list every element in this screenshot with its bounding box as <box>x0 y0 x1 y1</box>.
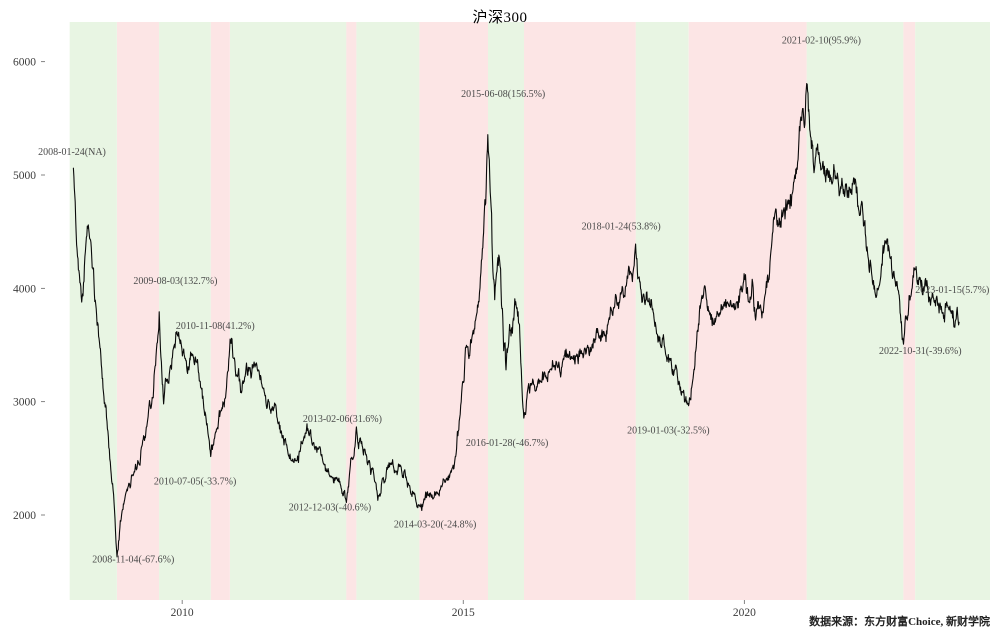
annotation-label: 2013-02-06(31.6%) <box>303 414 382 425</box>
regime-band-bear <box>69 22 117 600</box>
regime-band-bull <box>903 22 916 600</box>
x-tick-label: 2010 <box>171 607 194 619</box>
regime-band-bull <box>688 22 807 600</box>
regime-band-bear <box>159 22 211 600</box>
y-axis: 2000 3000 4000 5000 6000 <box>13 57 45 522</box>
chart-title: 沪深300 <box>472 10 528 26</box>
regime-band-bear <box>230 22 347 600</box>
price-line-path <box>72 82 960 558</box>
annotation-label: 2015-06-08(156.5%) <box>461 89 545 100</box>
annotation-label: 2008-11-04(-67.6%) <box>92 555 174 566</box>
annotation-label: 2010-11-08(41.2%) <box>176 321 255 332</box>
y-tick-label: 4000 <box>13 283 36 295</box>
regime-band-bear <box>356 22 420 600</box>
y-tick-label: 2000 <box>13 510 36 522</box>
x-tick-label: 2020 <box>733 607 756 619</box>
regime-band-bull <box>524 22 636 600</box>
annotation-label: 2009-08-03(132.7%) <box>133 276 217 287</box>
regime-bands <box>69 22 990 600</box>
price-line <box>72 82 960 558</box>
regime-band-bear <box>635 22 689 600</box>
regime-band-bear <box>806 22 904 600</box>
annotation-label: 2022-10-31(-39.6%) <box>879 346 961 357</box>
x-axis: 2010 2015 2020 <box>171 600 756 619</box>
annotation-label: 2010-07-05(-33.7%) <box>154 476 236 487</box>
annotation-label: 2016-01-28(-46.7%) <box>466 438 548 449</box>
y-tick-label: 5000 <box>13 170 36 182</box>
regime-band-bull <box>419 22 488 600</box>
annotation-label: 2014-03-20(-24.8%) <box>394 520 476 531</box>
regime-band-bull <box>210 22 230 600</box>
data-source-note: 数据来源：东方财富Choice, 新财学院 <box>809 616 990 628</box>
annotations-layer: 2008-01-24(NA) 2008-11-04(-67.6%) 2009-08-… <box>38 36 989 566</box>
annotation-label: 2019-01-03(-32.5%) <box>627 425 709 436</box>
y-tick-label: 6000 <box>13 57 36 69</box>
annotation-label: 2012-12-03(-40.6%) <box>289 503 371 514</box>
annotation-label: 2008-01-24(NA) <box>38 147 106 158</box>
annotation-label: 2018-01-24(53.8%) <box>582 221 661 232</box>
x-tick-label: 2015 <box>452 607 475 619</box>
regime-band-bull <box>346 22 357 600</box>
regime-band-bear <box>488 22 524 600</box>
y-tick-label: 3000 <box>13 397 36 409</box>
annotation-label: 2023-01-15(5.7%) <box>915 285 989 296</box>
annotation-label: 2021-02-10(95.9%) <box>782 36 861 47</box>
regime-band-bull <box>117 22 160 600</box>
